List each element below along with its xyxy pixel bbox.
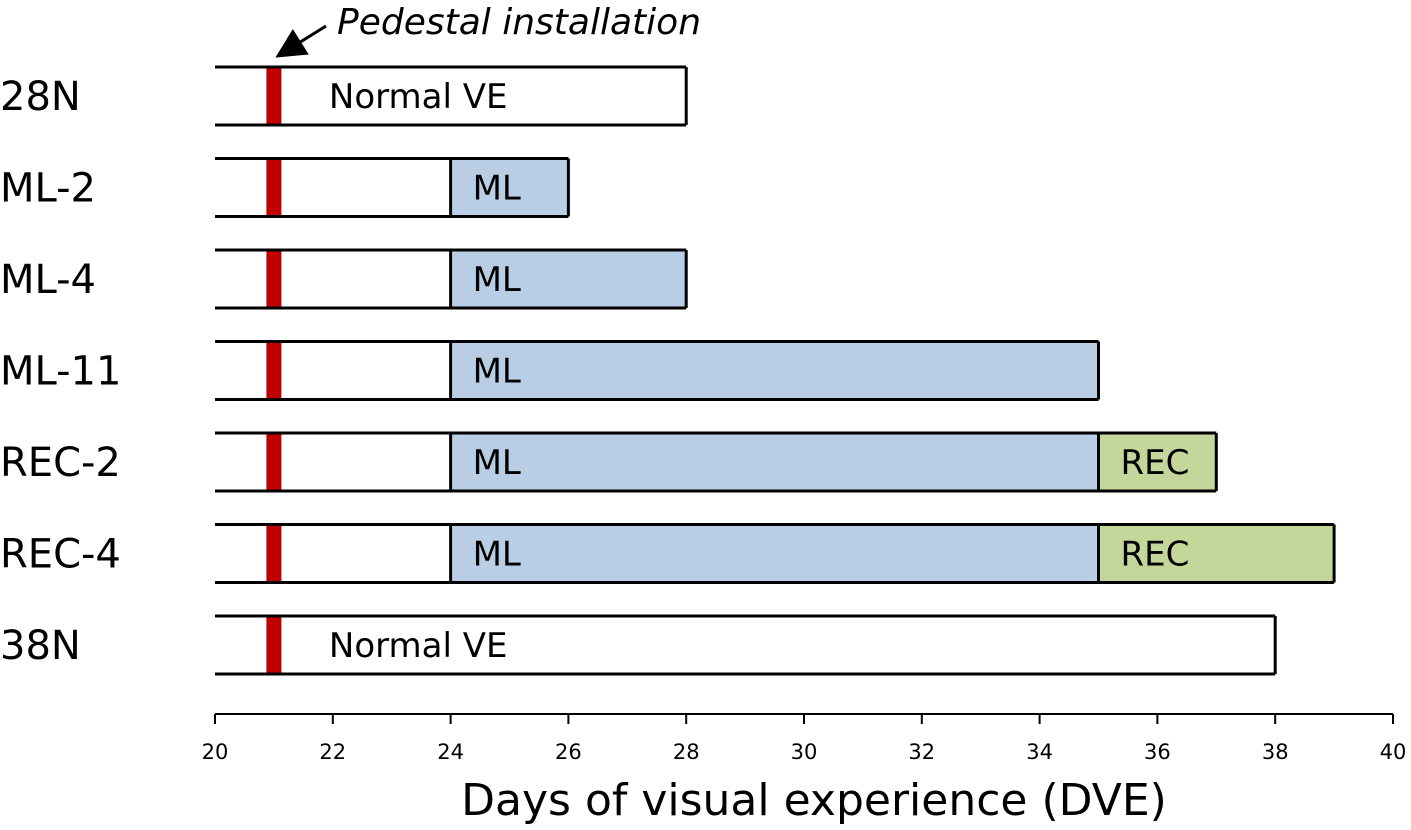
x-tick-label: 36 [1144, 740, 1171, 764]
ml-segment-label: ML [473, 443, 521, 483]
x-tick-label: 34 [1026, 740, 1053, 764]
normal-segment [215, 158, 451, 217]
timeline-row: REC-2 ML REC [0, 431, 1218, 493]
x-tick-label: 24 [437, 740, 464, 764]
ml-segment-label: ML [473, 260, 521, 300]
ml-segment [450, 341, 1099, 400]
pedestal-marker [266, 159, 282, 216]
row-label: REC-4 [0, 532, 121, 578]
rec-segment-label: REC [1121, 535, 1190, 575]
annotation-arrow [275, 24, 327, 58]
x-tick-label: 30 [791, 740, 818, 764]
row-label: ML-11 [0, 349, 121, 395]
x-tick-label: 22 [319, 740, 346, 764]
normal-segment [215, 341, 451, 400]
pedestal-marker [266, 434, 282, 490]
normal-segment [215, 250, 451, 308]
x-tick-label: 32 [908, 740, 935, 764]
rec-segment-label: REC [1121, 443, 1190, 483]
row-label: ML-4 [0, 257, 96, 303]
timeline-row: ML-11 ML [0, 340, 1100, 401]
ml-segment-label: ML [473, 535, 521, 575]
x-tick-label: 38 [1262, 740, 1289, 764]
pedestal-marker [266, 342, 282, 399]
rec-segment [1098, 524, 1335, 583]
row-label: REC-2 [0, 440, 121, 486]
timeline-row: REC-4 ML REC [0, 523, 1336, 584]
pedestal-marker [266, 251, 282, 307]
normal-segment [215, 616, 1276, 674]
normal-segment-label: Normal VE [329, 626, 508, 666]
ml-segment [450, 433, 1099, 491]
x-tick-label: 40 [1380, 740, 1407, 764]
x-axis-title: Days of visual experience (DVE) [461, 775, 1167, 826]
ml-segment [450, 158, 569, 217]
ml-segment [450, 524, 1099, 583]
x-tick-label: 26 [555, 740, 582, 764]
row-label: 28N [0, 74, 81, 120]
normal-segment-label: Normal VE [329, 77, 508, 117]
row-label: ML-2 [0, 166, 96, 212]
normal-segment [215, 433, 451, 491]
row-label: 38N [0, 623, 81, 669]
pedestal-annotation: Pedestal installation [275, 2, 701, 58]
timeline-row: 28N Normal VE [0, 65, 688, 127]
x-axis: 20 22 24 26 28 30 32 34 36 38 40 [202, 713, 1407, 764]
annotation-text: Pedestal installation [337, 2, 701, 43]
normal-segment [215, 67, 687, 125]
timeline-row: 38N Normal VE [0, 614, 1277, 676]
x-tick-label: 28 [673, 740, 700, 764]
x-tick-label: 20 [202, 740, 229, 764]
ml-segment-label: ML [473, 352, 521, 392]
timeline-row: ML-2 ML [0, 157, 570, 218]
rec-segment [1098, 433, 1217, 491]
pedestal-marker [266, 68, 282, 124]
normal-segment [215, 524, 451, 583]
ml-segment [450, 250, 687, 308]
ml-segment-label: ML [473, 169, 521, 209]
timeline-row: ML-4 ML [0, 248, 688, 310]
pedestal-marker [266, 525, 282, 582]
pedestal-marker [266, 617, 282, 673]
x-axis-ticks: 20 22 24 26 28 30 32 34 36 38 40 [202, 714, 1407, 764]
